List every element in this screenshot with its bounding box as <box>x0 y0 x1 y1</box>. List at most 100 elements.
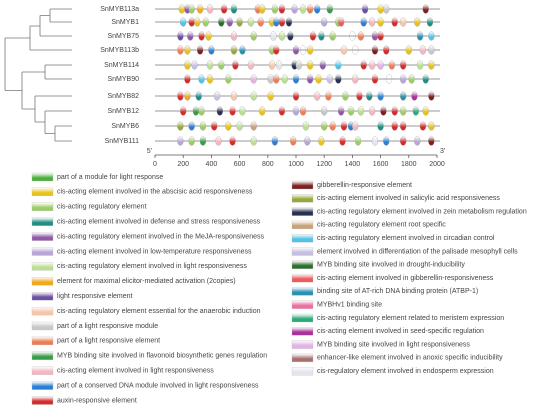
cis-element <box>220 4 228 14</box>
cis-element <box>278 31 286 41</box>
legend-label: part of a module for light response <box>57 174 163 181</box>
cis-element <box>400 60 407 70</box>
cis-element <box>412 106 420 116</box>
cis-element <box>357 31 365 41</box>
cis-element <box>250 121 257 131</box>
gene-label: SnMYB111 <box>105 138 139 145</box>
cis-element <box>177 136 184 146</box>
cis-element <box>422 4 429 14</box>
legend-label: cis-acting regulatory element root speci… <box>317 222 446 229</box>
cis-element <box>290 136 297 146</box>
cis-element <box>270 31 277 41</box>
legend-swatch <box>291 207 314 216</box>
cis-element <box>400 17 407 27</box>
cis-element <box>268 60 276 70</box>
cis-element <box>239 106 246 116</box>
axis-end: 3' <box>440 148 445 155</box>
cis-element <box>177 91 184 101</box>
cis-element <box>352 121 359 131</box>
cis-element <box>205 31 212 41</box>
cis-element <box>199 121 207 131</box>
cis-element <box>192 106 200 116</box>
cis-element <box>422 74 429 84</box>
cis-element <box>428 136 435 146</box>
cis-element <box>411 91 418 101</box>
cis-element <box>236 17 243 27</box>
cis-element <box>426 17 434 27</box>
cis-element <box>416 31 424 41</box>
legend-label: cis-acting element involved in gibberell… <box>317 275 494 282</box>
cis-element <box>306 60 314 70</box>
cis-element <box>184 74 191 84</box>
cis-element <box>391 121 398 131</box>
cis-element <box>273 17 280 27</box>
legend-swatch <box>31 232 54 241</box>
legend-swatch <box>291 260 314 269</box>
cis-element <box>428 91 435 101</box>
axis-start: 5' <box>147 148 152 155</box>
axis-tick-label: 1600 <box>373 161 389 168</box>
cis-element <box>273 45 280 55</box>
axis-tick-label: 1400 <box>345 161 361 168</box>
cis-element <box>257 17 264 27</box>
cis-element <box>188 121 195 131</box>
legend-label: part of a light responsive element <box>57 338 160 345</box>
cis-element <box>230 91 238 101</box>
legend-swatch <box>31 292 54 301</box>
cis-element <box>273 74 280 84</box>
legend-swatch <box>31 277 54 286</box>
cis-element <box>225 74 232 84</box>
legend-swatch <box>31 172 54 182</box>
legend-label: part of a light responsive module <box>57 323 158 330</box>
cis-element <box>326 74 333 84</box>
cis-element <box>419 121 427 131</box>
cis-element <box>259 106 266 116</box>
cis-element <box>377 91 384 101</box>
cis-element <box>391 106 398 116</box>
axis-tick-label: 0 <box>153 161 157 168</box>
cis-element <box>215 136 222 146</box>
cis-element <box>408 74 415 84</box>
cis-element <box>380 106 387 116</box>
cis-element <box>366 91 373 101</box>
cis-element <box>292 45 300 55</box>
cis-element <box>188 136 195 146</box>
cis-element <box>236 121 243 131</box>
cis-element <box>184 45 191 55</box>
cis-element <box>428 31 435 41</box>
legend-label: cis-acting regulatory element involved i… <box>317 235 495 242</box>
legend-label: gibberellin-responsive element <box>317 182 412 189</box>
cis-element <box>339 136 346 146</box>
cis-element <box>352 74 359 84</box>
cis-element <box>371 31 379 41</box>
legend-label: MYB binding site involved in drought-ind… <box>317 262 465 269</box>
cis-element <box>400 74 407 84</box>
cis-element <box>196 45 204 55</box>
cis-element <box>371 45 379 55</box>
gene-label: SnMYB1 <box>111 19 139 26</box>
cis-element <box>292 74 300 84</box>
axis-tick-label: 400 <box>206 161 218 168</box>
cis-element <box>419 45 427 55</box>
cis-element <box>388 60 396 70</box>
legend-label: cis-acting element involved in salicylic… <box>317 195 500 202</box>
cis-element <box>304 136 311 146</box>
cis-element <box>196 4 204 14</box>
cis-element <box>198 31 205 41</box>
cis-element <box>321 17 328 27</box>
cis-element <box>368 17 376 27</box>
legend-label: MYBHv1 binding site <box>317 302 382 309</box>
cis-element <box>371 136 379 146</box>
cis-element <box>194 17 201 27</box>
cis-element <box>335 60 342 70</box>
cis-element <box>299 106 307 116</box>
axis-tick-label: 1000 <box>288 161 304 168</box>
cis-element <box>292 91 300 101</box>
cis-element <box>352 45 359 55</box>
legend-swatch <box>291 273 314 283</box>
cis-element <box>377 31 384 41</box>
cis-element <box>306 74 314 84</box>
cis-element <box>400 91 407 101</box>
cis-element <box>206 4 214 14</box>
axis-tick-label: 600 <box>234 161 246 168</box>
